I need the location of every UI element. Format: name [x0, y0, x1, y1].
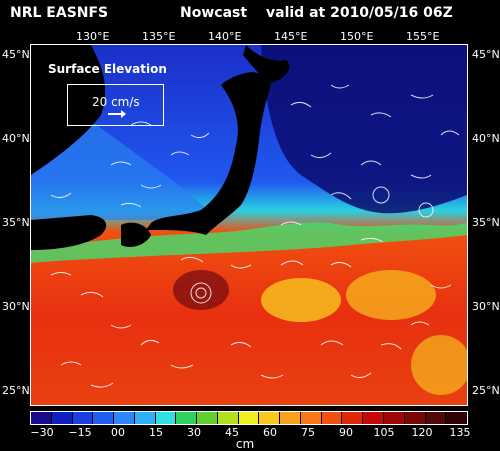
japan-hokkaido: [243, 45, 290, 83]
colorbar-swatch: [259, 412, 281, 424]
colorbar-tick-label: −15: [68, 426, 92, 439]
lat-label: 30°N: [2, 300, 30, 313]
lon-label: 150°E: [340, 30, 374, 43]
reference-arrow-icon: [108, 110, 126, 118]
colorbar-swatch: [342, 412, 364, 424]
colorbar-tick-label: 60: [263, 426, 277, 439]
colorbar-swatch: [176, 412, 198, 424]
japan-honshu: [146, 72, 271, 236]
colorbar-swatch: [446, 412, 468, 424]
colorbar-swatch: [51, 412, 73, 424]
lat-label: 45°N: [472, 48, 500, 61]
colorbar-tick-label: 45: [225, 426, 239, 439]
lon-label: 140°E: [208, 30, 242, 43]
colorbar-swatch: [384, 412, 405, 424]
model-title: NRL EASNFS: [10, 5, 109, 21]
high-elevation-eddy: [173, 270, 229, 310]
colorbar-swatch: [72, 412, 94, 424]
lat-label: 45°N: [2, 48, 30, 61]
warm-eddy: [411, 335, 467, 395]
colorbar-unit: cm: [235, 437, 255, 451]
map-canvas: [31, 45, 467, 405]
colorbar-swatch: [197, 412, 218, 424]
reference-vector-label: 20 cm/s: [92, 95, 140, 109]
lat-label: 40°N: [2, 132, 30, 145]
colorbar-tick-label: −30: [30, 426, 54, 439]
korea-peninsula: [31, 215, 107, 250]
lat-label: 40°N: [472, 132, 500, 145]
colorbar-swatch: [93, 412, 115, 424]
colorbar-swatch: [238, 412, 260, 424]
warm-eddy: [346, 270, 436, 320]
lon-label: 130°E: [76, 30, 110, 43]
colorbar-swatch: [404, 412, 426, 424]
colorbar-swatch: [300, 412, 322, 424]
colorbar-tick-label: 135: [449, 426, 471, 439]
colorbar-tick-label: 00: [111, 426, 125, 439]
lat-label: 30°N: [472, 300, 500, 313]
colorbar-swatch: [280, 412, 301, 424]
colorbar-swatch: [217, 412, 239, 424]
lat-label: 35°N: [2, 216, 30, 229]
colorbar-swatch: [31, 412, 52, 424]
japan-kyushu: [121, 222, 151, 247]
nowcast-label: Nowcast: [180, 5, 248, 21]
asian-continent: [31, 45, 106, 175]
colorbar-swatch: [363, 412, 385, 424]
lat-label: 25°N: [472, 384, 500, 397]
low-elevation-region: [261, 45, 467, 214]
colorbar-tick-label: 105: [373, 426, 395, 439]
colorbar-tick-label: 90: [339, 426, 353, 439]
kuroshio-front: [31, 222, 467, 263]
field-label: Surface Elevation: [48, 62, 167, 76]
colorbar-tick-label: 120: [411, 426, 433, 439]
lat-label: 25°N: [2, 384, 30, 397]
surface-elevation-map: [30, 44, 468, 406]
colorbar-tick-label: 75: [301, 426, 315, 439]
colorbar-swatch: [155, 412, 177, 424]
colorbar-tick-label: 30: [187, 426, 201, 439]
colorbar-swatch: [114, 412, 135, 424]
lon-label: 145°E: [274, 30, 308, 43]
colorbar-swatch: [321, 412, 343, 424]
lat-label: 35°N: [472, 216, 500, 229]
warm-eddy: [261, 278, 341, 322]
valid-time: valid at 2010/05/16 06Z: [266, 5, 453, 21]
colorbar-swatch: [425, 412, 447, 424]
lon-label: 155°E: [406, 30, 440, 43]
current-vectors: [50, 84, 460, 388]
colorbar-tick-label: 15: [149, 426, 163, 439]
reference-vector-box: 20 cm/s: [67, 84, 164, 126]
colorbar: [30, 411, 468, 425]
colorbar-swatch: [134, 412, 156, 424]
lon-label: 135°E: [142, 30, 176, 43]
